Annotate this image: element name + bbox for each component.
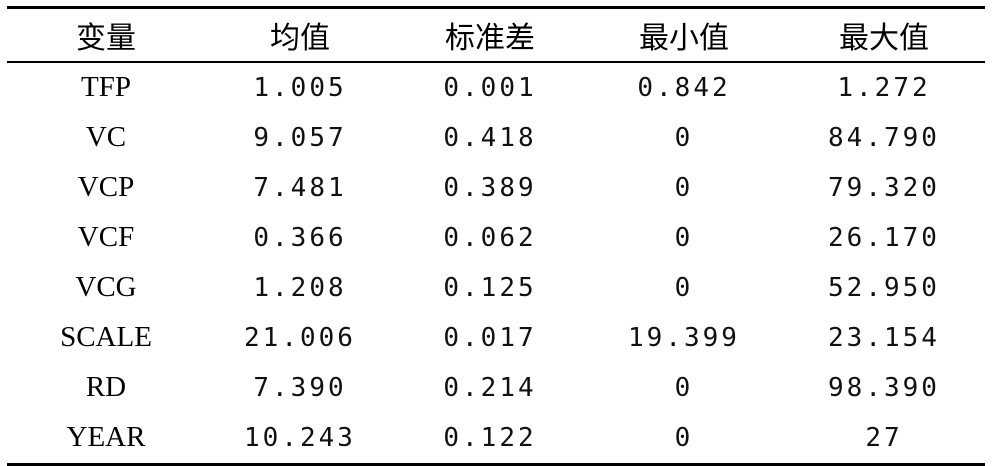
summary-statistics-table: 变量 均值 标准差 最小值 最大值 TFP 1.005 0.001 0.842 … [7, 6, 985, 466]
row-min: 0 [674, 272, 694, 303]
header-std-dev: 标准差 [445, 21, 535, 56]
row-variable: YEAR [66, 421, 146, 453]
row-std-dev: 0.062 [443, 222, 537, 253]
row-std-dev: 0.125 [443, 272, 537, 303]
row-variable: SCALE [60, 321, 152, 353]
row-min: 0 [674, 222, 694, 253]
row-max: 27 [865, 422, 903, 453]
row-variable: VCF [77, 221, 135, 253]
table-row: VC 9.057 0.418 0 84.790 [7, 113, 985, 163]
row-max: 52.950 [828, 272, 940, 303]
row-variable: VCP [77, 171, 135, 203]
table-row: YEAR 10.243 0.122 0 27 [7, 413, 985, 463]
header-variable: 变量 [76, 21, 136, 56]
row-max: 98.390 [828, 372, 940, 403]
row-max: 84.790 [828, 122, 940, 153]
row-std-dev: 0.122 [443, 422, 537, 453]
row-min: 0.842 [637, 72, 731, 103]
table-row: VCG 1.208 0.125 0 52.950 [7, 263, 985, 313]
table-row: RD 7.390 0.214 0 98.390 [7, 363, 985, 413]
table-bottom-rule [7, 462, 985, 466]
row-max: 79.320 [828, 172, 940, 203]
table-row: SCALE 21.006 0.017 19.399 23.154 [7, 313, 985, 363]
row-mean: 7.390 [253, 372, 347, 403]
row-max: 1.272 [837, 72, 931, 103]
row-variable: VCG [75, 271, 137, 303]
row-variable: TFP [81, 71, 131, 103]
row-min: 0 [674, 372, 694, 403]
row-variable: VC [85, 121, 127, 153]
table-header-row: 变量 均值 标准差 最小值 最大值 [7, 9, 985, 61]
header-mean: 均值 [270, 21, 330, 56]
row-mean: 1.208 [253, 272, 347, 303]
table-row: VCF 0.366 0.062 0 26.170 [7, 213, 985, 263]
row-max: 23.154 [828, 322, 940, 353]
row-mean: 0.366 [253, 222, 347, 253]
row-min: 19.399 [628, 322, 740, 353]
row-std-dev: 0.017 [443, 322, 537, 353]
row-mean: 10.243 [244, 422, 356, 453]
table-top-rule [7, 6, 985, 9]
row-min: 0 [674, 122, 694, 153]
header-max: 最大值 [839, 21, 929, 56]
row-std-dev: 0.389 [443, 172, 537, 203]
row-mean: 7.481 [253, 172, 347, 203]
row-std-dev: 0.418 [443, 122, 537, 153]
row-min: 0 [674, 422, 694, 453]
header-min: 最小值 [639, 21, 729, 56]
row-std-dev: 0.001 [443, 72, 537, 103]
table-row: VCP 7.481 0.389 0 79.320 [7, 163, 985, 213]
row-mean: 9.057 [253, 122, 347, 153]
row-mean: 21.006 [244, 322, 356, 353]
row-std-dev: 0.214 [443, 372, 537, 403]
row-mean: 1.005 [253, 72, 347, 103]
table-header-rule [7, 61, 985, 63]
row-variable: RD [85, 371, 127, 403]
row-min: 0 [674, 172, 694, 203]
row-max: 26.170 [828, 222, 940, 253]
table-row: TFP 1.005 0.001 0.842 1.272 [7, 63, 985, 113]
